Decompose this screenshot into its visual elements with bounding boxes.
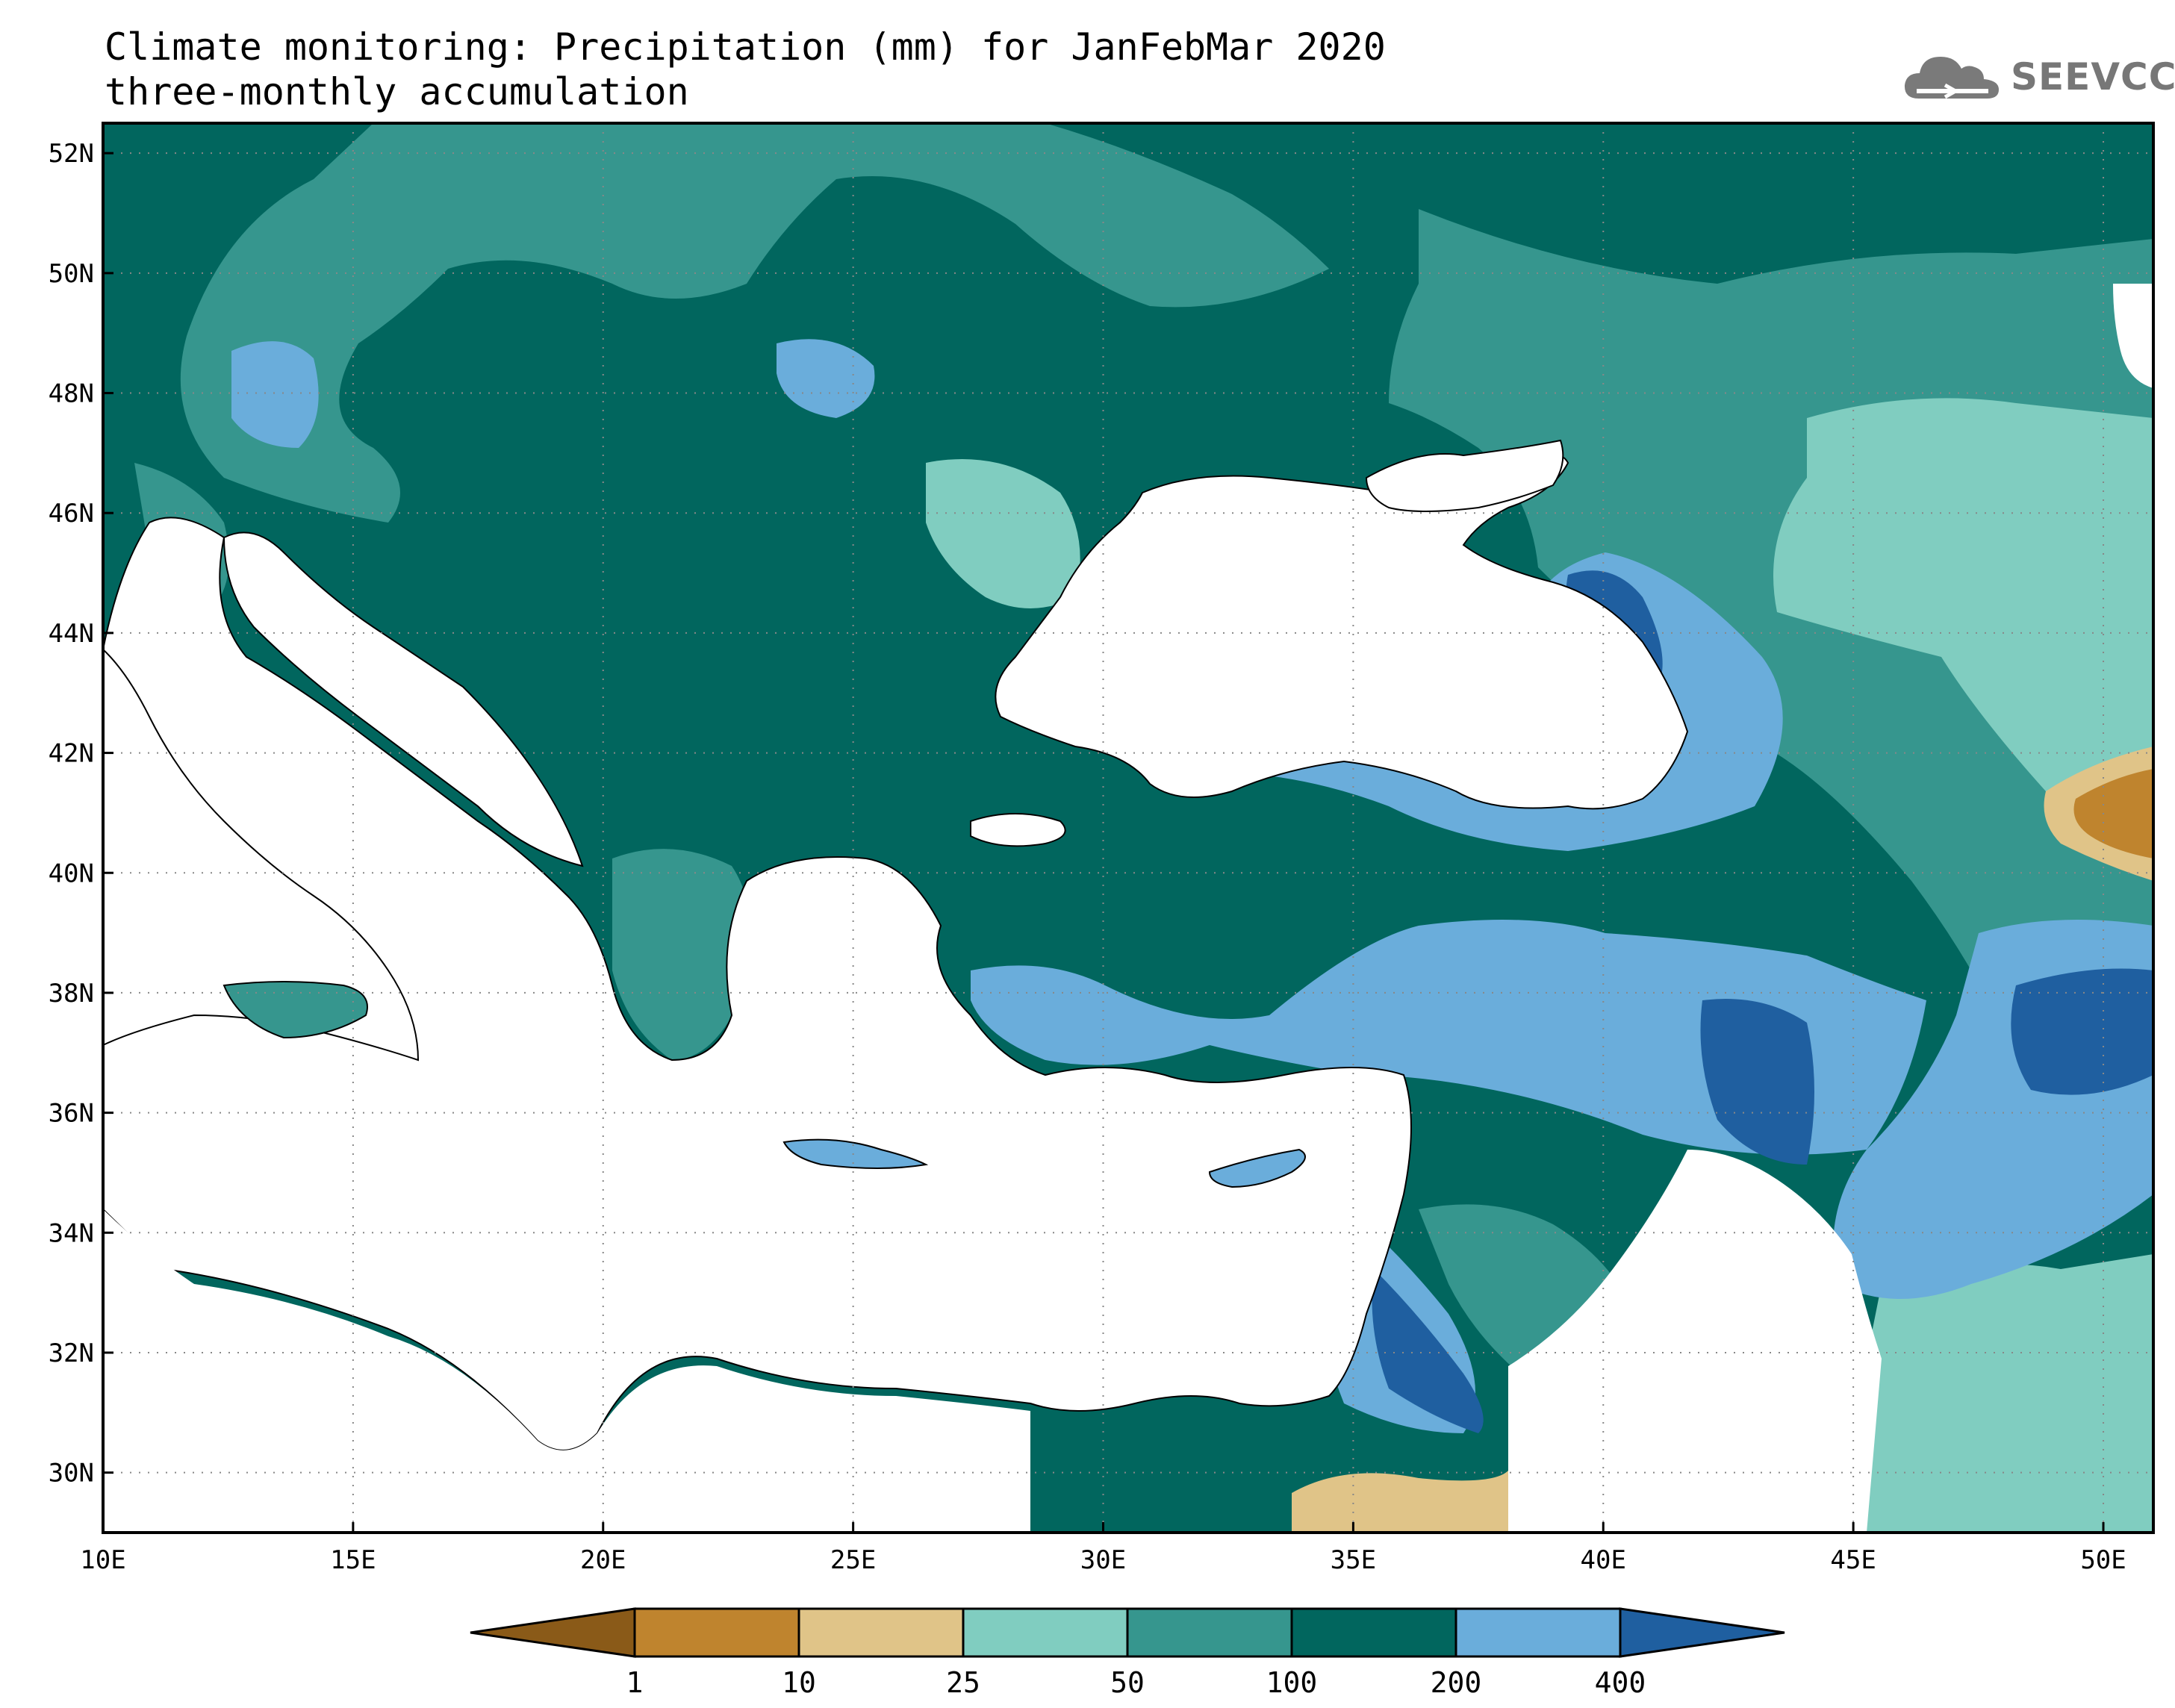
colorbar-swatch [1290,1607,1457,1658]
field-200-400-anatolia [971,920,1926,1155]
colorbar-swatch [470,1607,636,1658]
lon-tick-label: 35E [1331,1545,1376,1575]
field-over-400-israel [1372,1269,1484,1433]
field-200-400-carpathian [777,339,875,418]
logo-text: SEEVCCC [2011,55,2175,99]
field-over-400-iran [2011,968,2153,1095]
lon-tick-label: 40E [1581,1545,1626,1575]
lon-tick-label: 20E [580,1545,626,1575]
colorbar-swatch [1619,1607,1785,1658]
lat-tick-label: 44N [49,619,94,649]
lat-tick-label: 30N [49,1459,94,1489]
lat-tick-label: 32N [49,1338,94,1368]
lon-tick-label: 25E [830,1545,876,1575]
colorbar-swatch [962,1607,1129,1658]
lon-tick-label: 10E [80,1545,125,1575]
field-50-100-balkan [612,849,752,1060]
colorbar-swatch [633,1607,800,1658]
colorbar-label: 400 [1595,1666,1646,1699]
lon-tick-label: 30E [1080,1545,1126,1575]
graticule [103,123,2153,1533]
field-25-50-moldova [926,459,1080,608]
east-nodata [2113,284,2153,388]
colorbar: 1 10 25 50 100 200 400 [470,1607,1785,1699]
sea-of-azov [1365,439,1564,512]
field-10-25-sinai [1292,1471,1508,1533]
cyprus [1208,1148,1306,1188]
field-over-400-iraq [1700,999,1814,1165]
colorbar-label: 50 [1110,1666,1145,1699]
longitude-axis: 10E 15E 20E 25E 30E 35E 40E 45E 50E [80,1522,2126,1575]
colorbar-label: 100 [1266,1666,1318,1699]
sea-of-marmara [970,813,1066,847]
lat-tick-label: 52N [49,139,94,169]
latitude-axis: 30N 32N 34N 36N 38N 40N 42N 44N 46N 48N 50N 52N [49,139,113,1489]
lat-tick-label: 34N [49,1218,94,1248]
seevccc-logo: SEEVCCC [1900,46,2175,106]
colorbar-swatch [1126,1607,1293,1658]
map-title: Climate monitoring: Precipitation (mm) f… [105,25,1386,69]
cloud-icon [1904,57,1999,99]
map-subtitle: three-monthly accumulation [105,70,689,113]
crete [782,1138,929,1169]
tyrrhenian-sea [103,648,420,1062]
field-25-50-east [1773,398,2153,825]
lat-tick-label: 42N [49,739,94,769]
mediterranean-sea [103,517,1412,1451]
colorbar-swatch [1454,1607,1622,1658]
lat-tick-label: 48N [49,379,94,409]
colorbar-swatch [797,1607,965,1658]
lat-tick-label: 38N [49,979,94,1009]
lon-tick-label: 15E [330,1545,376,1575]
colorbar-label: 1 [626,1666,644,1699]
lat-tick-label: 46N [49,499,94,529]
lon-tick-label: 50E [2080,1545,2126,1575]
colorbar-label: 25 [946,1666,980,1699]
field-200-400-alps [231,341,319,448]
adriatic-sea [223,532,584,867]
map-field [103,123,2153,1533]
field-1-10-caspian [2073,769,2153,858]
colorbar-label: 200 [1431,1666,1482,1699]
sicily [223,981,368,1039]
lat-tick-label: 50N [49,259,94,289]
north-africa-nodata [103,1209,1030,1533]
arabian-nodata [1508,1150,1882,1533]
field-25-50-southeast [1867,1254,2153,1533]
lat-tick-label: 36N [49,1099,94,1129]
lon-tick-label: 45E [1830,1545,1876,1575]
colorbar-label: 10 [782,1666,816,1699]
lat-tick-label: 40N [49,858,94,888]
map-frame [102,122,2155,1534]
field-50-100-north [180,123,1330,523]
